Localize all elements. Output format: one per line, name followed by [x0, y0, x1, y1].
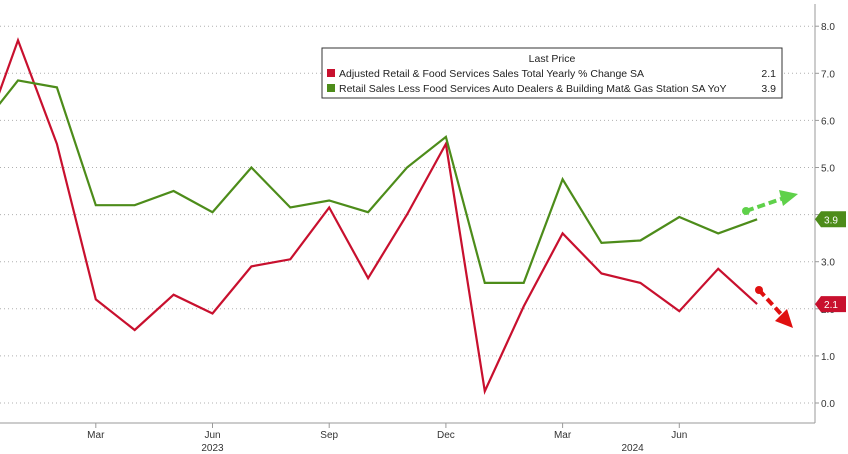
red-trend-arrow-icon — [755, 286, 793, 328]
x-tick-label: Jun — [204, 430, 220, 441]
series-line — [0, 37, 758, 395]
legend-entry: Adjusted Retail & Food Services Sales To… — [327, 68, 776, 80]
series-layer — [0, 37, 758, 395]
legend: Last Price Adjusted Retail & Food Servic… — [321, 47, 783, 99]
legend-entry: Retail Sales Less Food Services Auto Dea… — [327, 83, 776, 95]
legend-box — [321, 47, 783, 99]
legend-label: Adjusted Retail & Food Services Sales To… — [339, 68, 644, 80]
last-value-tag: 3.9 — [815, 211, 846, 228]
legend-value: 2.1 — [761, 68, 776, 80]
last-value-tag: 2.1 — [815, 296, 846, 313]
x-ticks: DecMarJunSepDecMarJun20232024 — [87, 423, 687, 454]
x-tick-label: Mar — [554, 430, 572, 441]
legend-swatch — [327, 69, 335, 77]
y-tick-label: 6.0 — [821, 116, 835, 127]
x-year-label: 2023 — [201, 443, 224, 454]
legend-title: Last Price — [529, 53, 576, 65]
y-tick-label: 0.0 — [821, 399, 835, 410]
green-trend-arrow-icon — [742, 190, 798, 215]
x-tick-label: Sep — [320, 430, 338, 441]
x-tick-label: Dec — [437, 430, 455, 441]
last-value-tag-label: 2.1 — [824, 300, 838, 311]
x-year-label: 2024 — [621, 443, 644, 454]
y-tick-label: 7.0 — [821, 69, 835, 80]
x-tick-label: Jun — [671, 430, 687, 441]
series-line — [0, 79, 758, 284]
legend-swatch — [327, 84, 335, 92]
y-tick-label: 1.0 — [821, 352, 835, 363]
legend-value: 3.9 — [761, 83, 776, 95]
legend-label: Retail Sales Less Food Services Auto Dea… — [339, 83, 727, 95]
y-tick-label: 3.0 — [821, 258, 835, 269]
last-value-tag-label: 3.9 — [824, 215, 838, 226]
y-tick-label: 8.0 — [821, 22, 835, 33]
y-tick-label: 5.0 — [821, 164, 835, 175]
last-value-tags: 3.9 2.1 — [815, 211, 846, 313]
trend-arrows — [742, 190, 798, 328]
x-tick-label: Mar — [87, 430, 105, 441]
